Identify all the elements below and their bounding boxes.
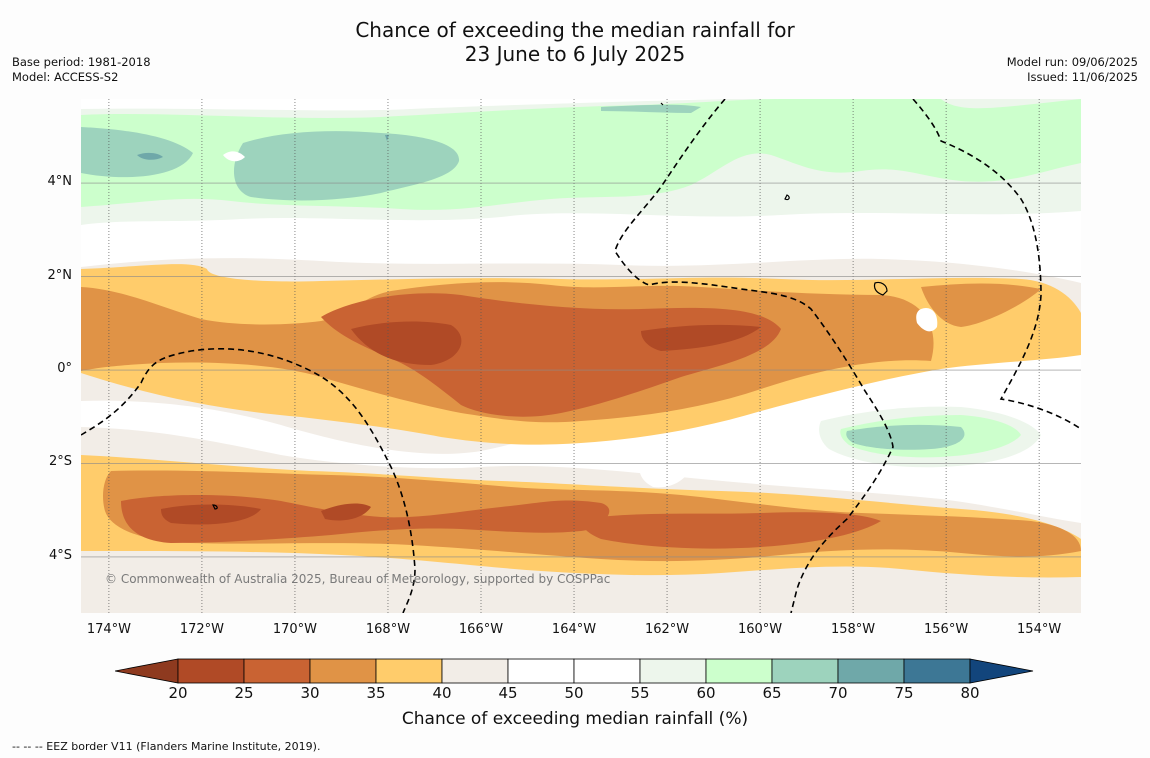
rainfall-map[interactable]: © Commonwealth of Australia 2025, Bureau… [81,99,1081,613]
zone-45-50-north-spot [223,151,245,162]
colorbar-tick-label: 65 [762,684,782,702]
colorbar-tick-label: 55 [630,684,650,702]
title-line-1: Chance of exceeding the median rainfall … [355,18,795,42]
colorbar-segment [903,658,971,684]
colorbar-segment [507,658,575,684]
eez-border-west [81,347,416,613]
colorbar-tick-label: 50 [564,684,584,702]
base-period-text: Base period: 1981-2018 [12,55,151,69]
zone-25-30-south [121,495,881,549]
issued-text: Issued: 11/06/2025 [1027,70,1138,84]
lat-tick-label: 2°N [47,267,73,283]
title-line-2: 23 June to 6 July 2025 [464,42,686,66]
eez-border-central [614,99,894,613]
zone-20-25-south [161,503,371,525]
colorbar-segment [705,658,773,684]
zone-45-50-holes [639,307,938,488]
zone-20-25-central [351,321,761,365]
lon-tick-label: 174°W [86,622,131,637]
model-run-text: Model run: 09/06/2025 [1006,55,1138,69]
colorbar-tick-label: 80 [960,684,980,702]
lon-tick-label: 154°W [1017,622,1062,637]
model-text: Model: ACCESS-S2 [12,70,119,84]
copyright-text: © Commonwealth of Australia 2025, Bureau… [105,572,610,586]
eez-border-east [912,99,1081,430]
lon-tick-label: 172°W [179,622,224,637]
colorbar-tick-label: 45 [498,684,518,702]
colorbar-tick-label: 20 [168,684,188,702]
colorbar-over-arrow [969,658,1034,684]
colorbar-tick-label: 40 [432,684,452,702]
lat-tick-label: 4°S [48,547,72,563]
lat-tick-label: 0° [57,361,72,377]
colorbar-tick-label: 70 [828,684,848,702]
colorbar-tick-label: 25 [234,684,254,702]
zone-70-75-north [81,104,701,201]
meta-right: Model run: 09/06/2025 Issued: 11/06/2025 [1007,55,1138,85]
graticule [81,99,1081,613]
colorbar-under-arrow [115,658,179,684]
colorbar-segment [177,658,245,684]
colorbar-segment [837,658,905,684]
colorbar [115,658,1034,684]
colorbar-segment [309,658,377,684]
lon-tick-label: 156°W [924,622,969,637]
chart-title: Chance of exceeding the median rainfall … [0,18,1150,66]
colorbar-tick-label: 30 [300,684,320,702]
island-outline [212,102,888,510]
colorbar-tick-label: 60 [696,684,716,702]
lon-tick-label: 168°W [365,622,411,637]
colorbar-segment [375,658,443,684]
lon-tick-label: 160°W [737,622,783,637]
colorbar-tick-label: 75 [894,684,914,702]
colorbar-label: Chance of exceeding median rainfall (%) [401,709,749,729]
lon-tick-label: 164°W [551,622,597,637]
colorbar-tick-label: 35 [366,684,386,702]
lon-tick-label: 170°W [272,622,318,637]
lat-tick-label: 4°N [47,174,73,190]
lon-tick-label: 166°W [458,622,504,637]
eez-footnote: -- -- -- EEZ border V11 (Flanders Marine… [12,740,321,753]
colorbar-segment [441,658,509,684]
zone-70-75-east [846,424,965,450]
lon-tick-label: 158°W [830,622,876,637]
colorbar-segment [243,658,311,684]
zone-75-80-north [137,135,389,160]
lat-tick-label: 2°S [48,454,72,470]
lon-tick-label: 162°W [644,622,690,637]
colorbar-segment [573,658,641,684]
colorbar-segment [639,658,707,684]
colorbar-segment [771,658,839,684]
meta-left: Base period: 1981-2018 Model: ACCESS-S2 [12,55,151,85]
